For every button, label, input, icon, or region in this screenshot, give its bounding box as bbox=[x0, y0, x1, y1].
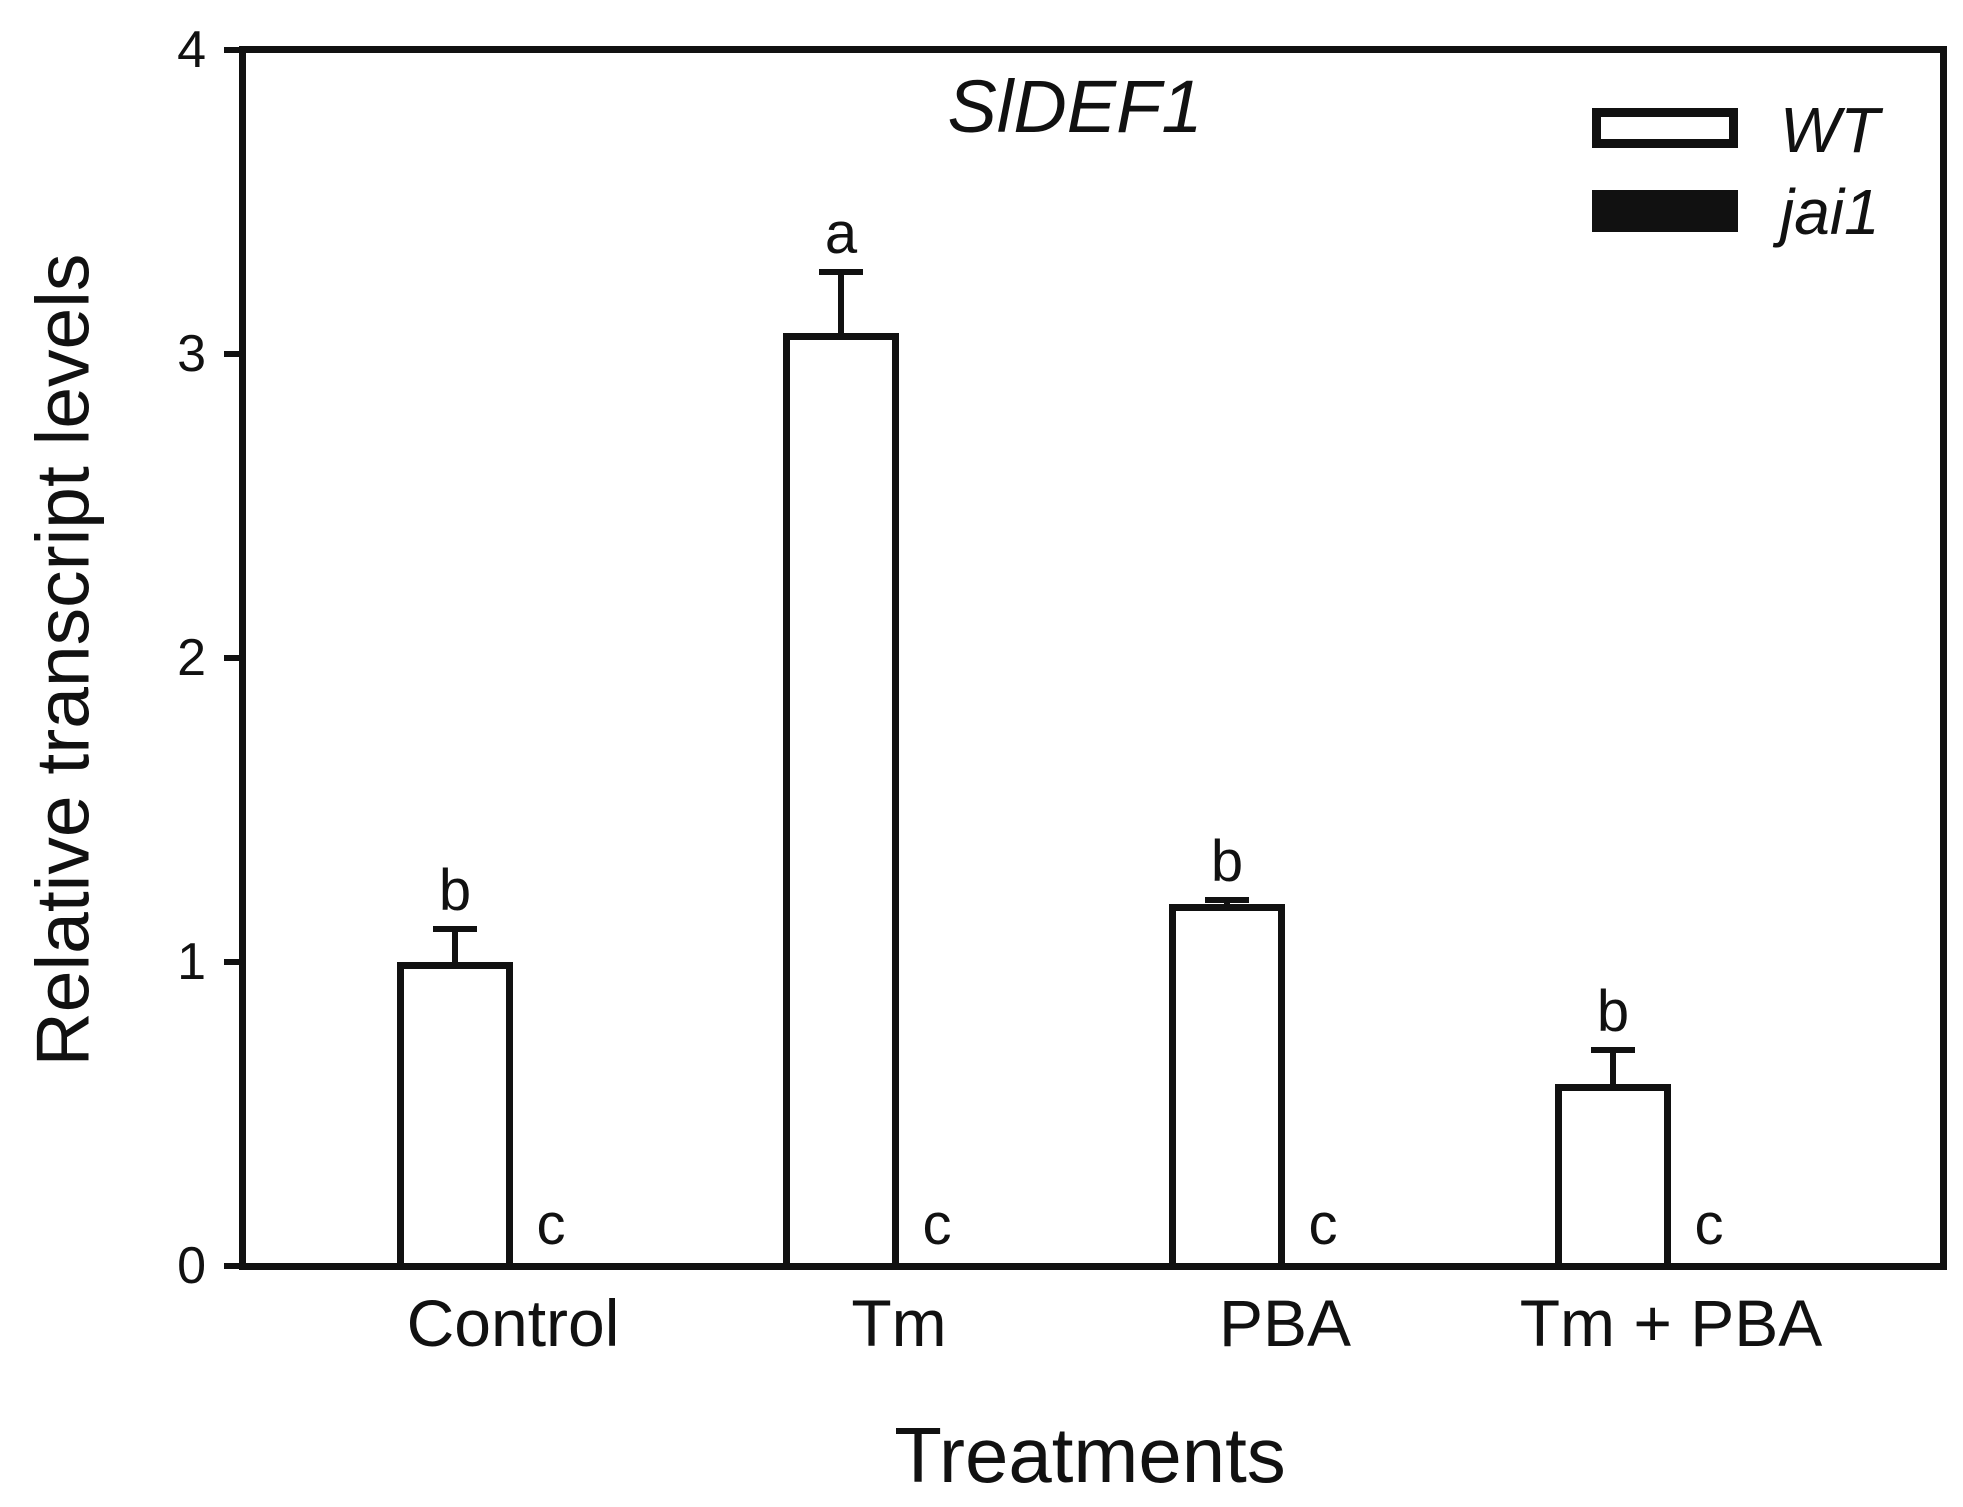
error-bar-cap-wt-pba bbox=[1205, 896, 1249, 903]
sig-letter-wt-tm: a bbox=[824, 200, 858, 266]
bar-jai1-control bbox=[513, 1262, 629, 1270]
y-tick-mark-1 bbox=[224, 959, 242, 965]
legend-wt-label: WT bbox=[1780, 94, 1880, 166]
sig-letter-wt-control: b bbox=[438, 857, 472, 923]
bar-wt-control bbox=[397, 962, 513, 1270]
y-tick-label-1: 1 bbox=[177, 933, 206, 991]
plot-area-frame bbox=[239, 46, 1947, 1270]
legend-jai1-label: jai1 bbox=[1780, 176, 1880, 248]
x-axis-title: Treatments bbox=[894, 1411, 1286, 1499]
chart-title: SlDEF1 bbox=[947, 65, 1203, 148]
bar-wt-tm bbox=[783, 332, 899, 1270]
bar-jai1-pba bbox=[1285, 1262, 1401, 1270]
category-label-tm: Tm bbox=[851, 1286, 947, 1360]
bar-wt-pba bbox=[1169, 904, 1285, 1270]
sig-letter-jai1-tm: c bbox=[922, 1191, 952, 1257]
legend-wt-swatch-icon bbox=[1592, 108, 1738, 148]
error-bar-cap-wt-tm-pba bbox=[1591, 1047, 1635, 1054]
bar-jai1-tm bbox=[899, 1262, 1015, 1270]
y-tick-label-2: 2 bbox=[177, 629, 206, 687]
error-bar-stem-wt-control bbox=[452, 928, 458, 962]
y-tick-mark-2 bbox=[224, 655, 242, 661]
sig-letter-wt-tm-pba: b bbox=[1596, 979, 1630, 1045]
error-bar-stem-wt-tm-pba bbox=[1610, 1050, 1616, 1084]
category-label-control: Control bbox=[406, 1286, 620, 1360]
y-tick-label-4: 4 bbox=[177, 21, 206, 79]
y-tick-label-3: 3 bbox=[177, 325, 206, 383]
y-tick-label-0: 0 bbox=[177, 1237, 206, 1295]
y-axis-title: Relative transcript levels bbox=[20, 253, 105, 1067]
category-label-tm-pba: Tm + PBA bbox=[1519, 1286, 1823, 1360]
y-tick-mark-0 bbox=[224, 1263, 242, 1269]
error-bar-stem-wt-tm bbox=[838, 271, 844, 333]
y-tick-mark-4 bbox=[224, 47, 242, 53]
sig-letter-wt-pba: b bbox=[1210, 828, 1244, 894]
y-tick-mark-3 bbox=[224, 351, 242, 357]
sig-letter-jai1-tm-pba: c bbox=[1694, 1191, 1724, 1257]
error-bar-cap-wt-control bbox=[433, 925, 477, 932]
bar-jai1-tm-pba bbox=[1671, 1262, 1787, 1270]
error-bar-cap-wt-tm bbox=[819, 268, 863, 275]
legend-jai1-swatch-icon bbox=[1592, 190, 1738, 232]
category-label-pba: PBA bbox=[1218, 1286, 1352, 1360]
sig-letter-jai1-control: c bbox=[536, 1191, 566, 1257]
sig-letter-jai1-pba: c bbox=[1308, 1191, 1338, 1257]
bar-wt-tm-pba bbox=[1555, 1083, 1671, 1270]
